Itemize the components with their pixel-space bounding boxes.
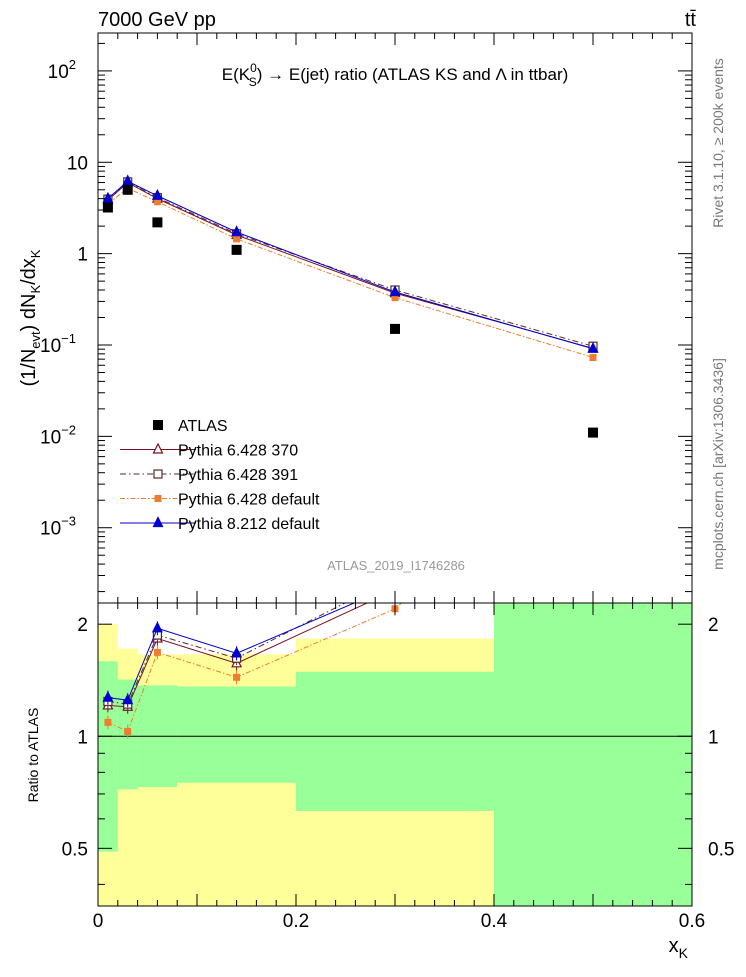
legend-marker — [154, 495, 162, 502]
data-point — [102, 202, 113, 213]
green-band-bin — [98, 661, 118, 852]
ratio-point — [153, 648, 161, 656]
series-point — [231, 225, 243, 237]
data-point — [152, 217, 163, 228]
ratio-point — [104, 718, 112, 726]
ratio-point — [589, 389, 598, 398]
y-tick-label: 102 — [48, 57, 76, 83]
ratio-series-line — [107, 603, 356, 701]
x-tick-label: 0.6 — [679, 911, 705, 932]
series-point — [391, 294, 399, 302]
series-point — [122, 174, 134, 186]
legend-marker — [153, 469, 163, 479]
green-band-bin — [494, 603, 692, 906]
x-tick-label: 0 — [93, 911, 104, 932]
mcplots-label: mcplots.cern.ch [arXiv:1306.3436] — [710, 358, 726, 570]
energy-label: 7000 GeV pp — [98, 9, 216, 31]
y-axis-label: (1/Nevt) dNK/dxK — [18, 249, 43, 386]
chart-title: E(K0 S) → E(jet) ratio (ATLAS KS and Λ in… — [222, 61, 569, 89]
green-band-bin — [177, 686, 296, 783]
ratio-uncertainty-bands — [98, 603, 692, 906]
analysis-id: ATLAS_2019_I1746286 — [327, 558, 465, 573]
y-tick-label: 10 — [67, 153, 88, 174]
y-tick-label: 10−2 — [40, 422, 76, 448]
data-point — [122, 184, 133, 195]
series-point — [153, 198, 161, 206]
series-line — [107, 181, 594, 349]
process-label: tt̄ — [685, 9, 697, 31]
legend-label-data: ATLAS — [178, 418, 228, 435]
series-point — [587, 341, 599, 353]
y-tick-label: 10−1 — [40, 331, 76, 357]
legend-marker — [152, 516, 164, 528]
legend: ATLAS Pythia 6.428 370 Pythia 6.428 391 Pyt… — [120, 418, 320, 533]
series-point — [233, 235, 241, 243]
ratio-point — [233, 673, 241, 681]
legend-marker — [152, 442, 164, 454]
series-point — [589, 353, 597, 361]
data-point — [390, 323, 400, 334]
ratio-point — [102, 690, 114, 702]
data-point — [231, 244, 242, 255]
series-point — [389, 285, 401, 297]
ratio-point — [151, 621, 163, 633]
ratio-tick-label-left: 1 — [77, 727, 88, 748]
ratio-point — [391, 580, 400, 589]
ratio-tick-label-right: 0.5 — [708, 839, 734, 860]
ratio-tick-label-right: 2 — [708, 615, 719, 636]
series-point — [151, 188, 163, 200]
green-band-bin — [296, 671, 494, 811]
ratio-point — [589, 381, 597, 389]
x-tick-label: 0.4 — [481, 911, 508, 932]
y-tick-label: 1 — [77, 245, 88, 266]
ratio-point — [391, 573, 399, 581]
ratio-axis-label: Ratio to ATLAS — [25, 708, 41, 803]
x-tick-label: 0.2 — [283, 911, 309, 932]
legend-label: Pythia 6.428 default — [178, 492, 320, 509]
x-axis-label: xK — [669, 935, 689, 961]
ratio-point — [231, 646, 243, 658]
series-line — [107, 187, 594, 358]
ratio-point — [589, 387, 598, 396]
axes-ticks: 0 0.2 0.4 0.6 10−3 10−2 10−1 1 10 102 0.5 0.5 1 1 2 2 — [40, 33, 734, 932]
legend-label: Pythia 6.428 391 — [178, 467, 298, 484]
legend-marker-data — [153, 420, 163, 430]
rivet-label: Rivet 3.1.10, ≥ 200k events — [710, 58, 726, 228]
ratio-tick-label-left: 0.5 — [62, 839, 88, 860]
legend-label: Pythia 8.212 default — [178, 516, 320, 533]
series-line — [107, 180, 594, 350]
ratio-point — [122, 693, 134, 705]
ratio-tick-label-left: 2 — [77, 615, 88, 636]
series-point — [102, 191, 114, 203]
y-tick-label: 10−3 — [40, 514, 76, 540]
legend-label: Pythia 6.428 370 — [178, 443, 298, 460]
data-point — [588, 427, 598, 438]
ratio-tick-label-right: 1 — [708, 727, 719, 748]
main-panel-marks — [102, 174, 599, 438]
ratio-point — [124, 727, 132, 735]
